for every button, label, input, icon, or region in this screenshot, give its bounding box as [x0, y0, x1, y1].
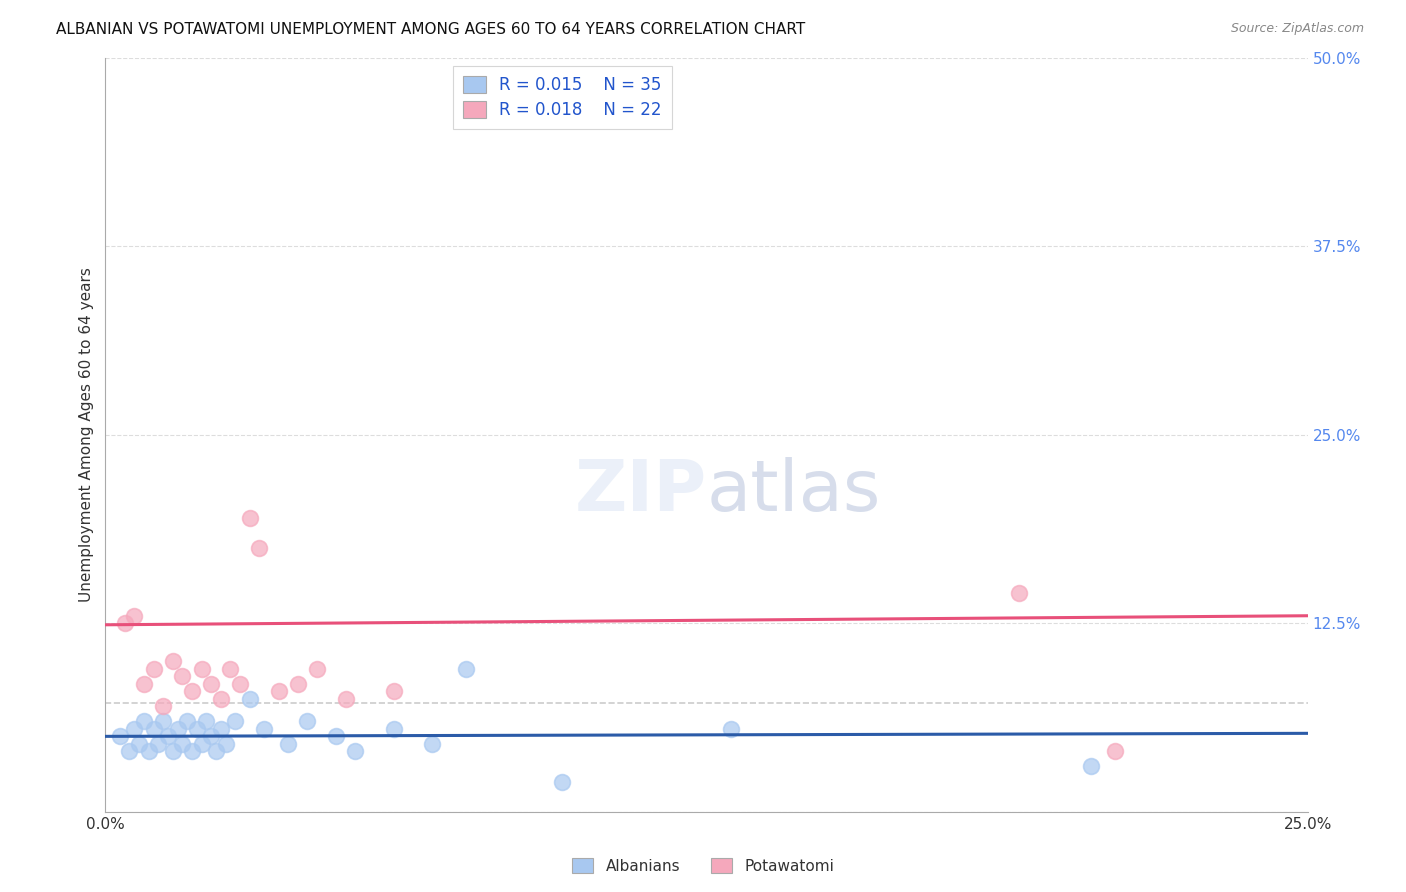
- Point: [138, 744, 160, 758]
- Point: [124, 722, 146, 736]
- Text: atlas: atlas: [707, 458, 882, 526]
- Point: [229, 676, 252, 690]
- Point: [128, 737, 150, 751]
- Point: [152, 699, 174, 714]
- Point: [305, 661, 328, 675]
- Point: [209, 722, 232, 736]
- Point: [114, 616, 136, 631]
- Point: [454, 661, 477, 675]
- Point: [239, 510, 262, 524]
- Point: [162, 654, 184, 668]
- Point: [344, 744, 367, 758]
- Point: [124, 608, 146, 623]
- Point: [422, 737, 444, 751]
- Point: [181, 744, 204, 758]
- Point: [382, 684, 405, 698]
- Point: [142, 722, 165, 736]
- Point: [253, 722, 276, 736]
- Point: [166, 722, 188, 736]
- Point: [200, 676, 222, 690]
- Point: [181, 684, 204, 698]
- Point: [551, 774, 574, 789]
- Point: [172, 737, 194, 751]
- Point: [335, 691, 357, 706]
- Point: [186, 722, 208, 736]
- Point: [152, 714, 174, 729]
- Point: [382, 722, 405, 736]
- Text: ZIP: ZIP: [574, 458, 707, 526]
- Point: [1080, 759, 1102, 773]
- Point: [190, 737, 212, 751]
- Point: [214, 737, 236, 751]
- Point: [325, 730, 347, 744]
- Point: [247, 541, 270, 555]
- Point: [209, 691, 232, 706]
- Point: [118, 744, 141, 758]
- Point: [1008, 586, 1031, 600]
- Point: [205, 744, 228, 758]
- Point: [162, 744, 184, 758]
- Point: [156, 730, 179, 744]
- Text: ALBANIAN VS POTAWATOMI UNEMPLOYMENT AMONG AGES 60 TO 64 YEARS CORRELATION CHART: ALBANIAN VS POTAWATOMI UNEMPLOYMENT AMON…: [56, 22, 806, 37]
- Point: [176, 714, 198, 729]
- Point: [720, 722, 742, 736]
- Text: Source: ZipAtlas.com: Source: ZipAtlas.com: [1230, 22, 1364, 36]
- Point: [219, 661, 242, 675]
- Point: [297, 714, 319, 729]
- Point: [132, 676, 155, 690]
- Point: [108, 730, 131, 744]
- Legend: Albanians, Potawatomi: Albanians, Potawatomi: [565, 852, 841, 880]
- Point: [190, 661, 212, 675]
- Point: [142, 661, 165, 675]
- Point: [267, 684, 290, 698]
- Point: [1104, 744, 1126, 758]
- Point: [200, 730, 222, 744]
- Y-axis label: Unemployment Among Ages 60 to 64 years: Unemployment Among Ages 60 to 64 years: [79, 268, 94, 602]
- Point: [132, 714, 155, 729]
- Point: [277, 737, 299, 751]
- Point: [195, 714, 218, 729]
- Legend: R = 0.015    N = 35, R = 0.018    N = 22: R = 0.015 N = 35, R = 0.018 N = 22: [453, 66, 672, 129]
- Point: [224, 714, 246, 729]
- Point: [172, 669, 194, 683]
- Point: [148, 737, 170, 751]
- Point: [239, 691, 262, 706]
- Point: [287, 676, 309, 690]
